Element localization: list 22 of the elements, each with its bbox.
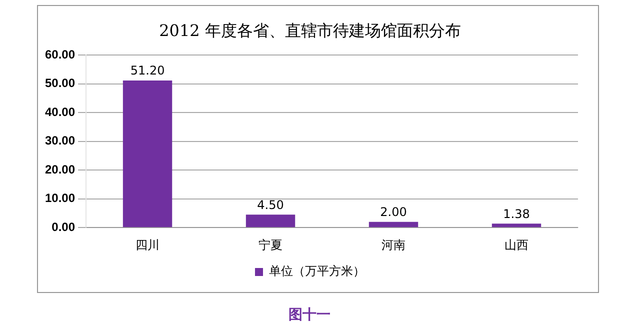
y-tick-label: 30.00 bbox=[45, 134, 76, 148]
text: 图十一 bbox=[288, 306, 332, 324]
x-tick-label: 宁夏 bbox=[258, 238, 283, 252]
x-tick-label: 四川 bbox=[136, 238, 160, 252]
data-label: 51.20 bbox=[130, 64, 165, 78]
y-tick-label: 0.00 bbox=[52, 220, 76, 234]
x-tick-label: 山西 bbox=[504, 238, 529, 252]
y-tick-label: 10.00 bbox=[45, 191, 76, 206]
bar bbox=[246, 214, 296, 228]
y-tick-label: 40.00 bbox=[45, 104, 76, 119]
bar bbox=[122, 80, 172, 228]
bar bbox=[492, 224, 542, 228]
data-label: 2.00 bbox=[380, 204, 407, 219]
data-label: 1.38 bbox=[503, 206, 530, 221]
data-label: 4.50 bbox=[257, 198, 284, 212]
y-tick-label: 60.00 bbox=[45, 48, 76, 62]
bar bbox=[368, 222, 418, 228]
y-tick-label: 20.00 bbox=[45, 162, 76, 176]
chart-title: 2012 年度各省、直辖市待建场馆面积分布 bbox=[159, 20, 461, 40]
legend-label: 单位（万平方米） bbox=[269, 264, 365, 278]
y-tick-label: 50.00 bbox=[45, 76, 76, 90]
x-tick-label: 河南 bbox=[382, 238, 406, 252]
